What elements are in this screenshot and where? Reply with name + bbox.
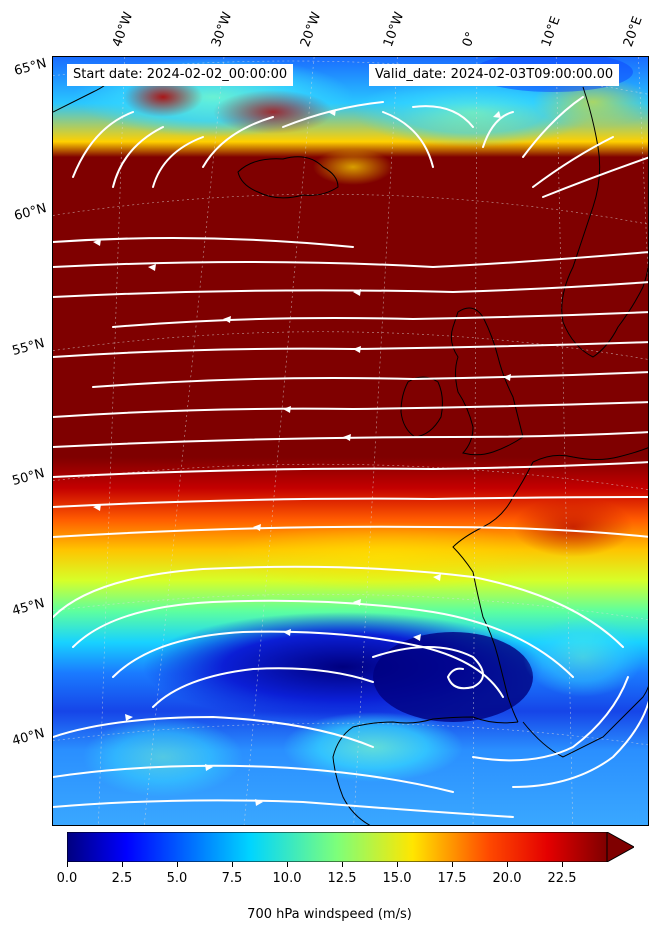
- lat-label-60n: 60°N: [12, 201, 49, 224]
- colorbar-tick-label: 10.0: [272, 871, 302, 886]
- colorbar-tick-label: 15.0: [382, 871, 412, 886]
- start-date-label: Start date: 2024-02-02_00:00:00: [67, 64, 294, 86]
- colorbar-tick: [177, 862, 178, 867]
- colorbar-label: 700 hPa windspeed (m/s): [247, 907, 412, 922]
- lat-label-45n: 45°N: [10, 596, 47, 619]
- lon-label-10e: 10°E: [538, 14, 564, 50]
- colorbar-tick: [342, 862, 343, 867]
- lon-label-20e: 20°E: [620, 14, 646, 50]
- lat-label-55n: 55°N: [10, 336, 47, 359]
- colorbar-tick-label: 12.5: [327, 871, 357, 886]
- colorbar-tick: [507, 862, 508, 867]
- colorbar-tick-label: 2.5: [111, 871, 133, 886]
- colorbar-tick: [452, 862, 453, 867]
- colorbar: [67, 832, 634, 862]
- lat-label-40n: 40°N: [10, 726, 47, 749]
- windspeed-map: [52, 56, 649, 826]
- colorbar-tick: [397, 862, 398, 867]
- lat-label-50n: 50°N: [10, 466, 47, 489]
- lat-label-65n: 65°N: [12, 56, 49, 79]
- lon-label-30w: 30°W: [208, 10, 236, 49]
- lon-label-0: 0°: [459, 29, 480, 49]
- lon-label-40w: 40°W: [109, 10, 137, 49]
- colorbar-tick: [122, 862, 123, 867]
- colorbar-tick: [67, 862, 68, 867]
- valid-date-label: Valid_date: 2024-02-03T09:00:00.00: [369, 64, 620, 86]
- lon-label-20w: 20°W: [297, 10, 325, 49]
- lon-label-10w: 10°W: [380, 10, 408, 49]
- colorbar-tick-label: 17.5: [437, 871, 467, 886]
- colorbar-tick-label: 22.5: [547, 871, 577, 886]
- colorbar-tick-label: 5.0: [166, 871, 188, 886]
- colorbar-tick: [562, 862, 563, 867]
- colorbar-tick-label: 7.5: [221, 871, 243, 886]
- colorbar-tick-label: 20.0: [492, 871, 522, 886]
- colorbar-tick: [287, 862, 288, 867]
- windspeed-map-svg: [53, 57, 648, 825]
- colorbar-tick-label: 0.0: [56, 871, 78, 886]
- colorbar-tick: [232, 862, 233, 867]
